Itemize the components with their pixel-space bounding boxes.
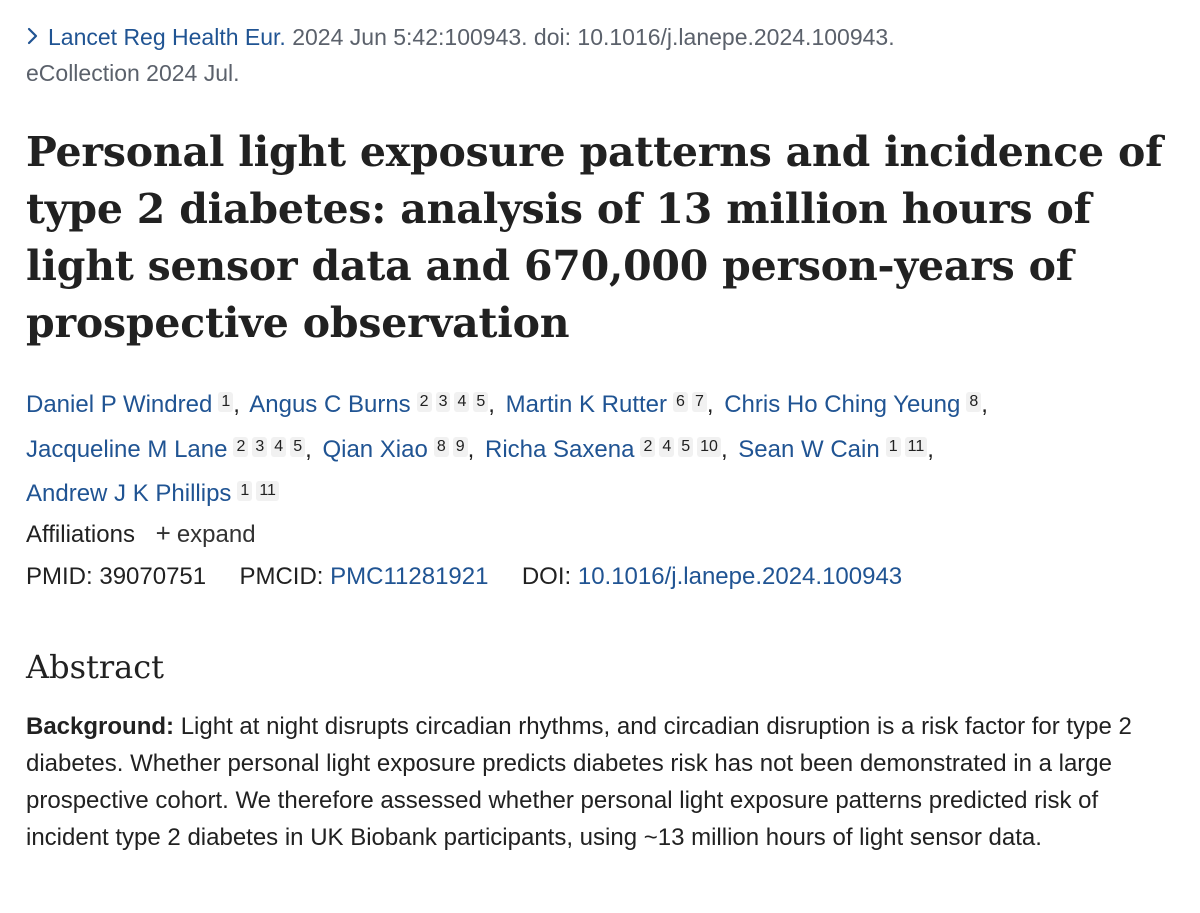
author-name-link[interactable]: Chris Ho Ching Yeung xyxy=(724,391,961,418)
author: Jacqueline M Lane 2 3 4 5, xyxy=(26,436,316,463)
author: Richa Saxena 2 4 5 10, xyxy=(485,436,732,463)
author-affiliations: 2 4 5 10 xyxy=(636,425,721,464)
author-list: Daniel P Windred 1, Angus C Burns 2 3 4 5, Ma… xyxy=(26,380,1176,514)
author-separator: , xyxy=(233,391,240,418)
chevron-right-icon[interactable] xyxy=(26,19,48,55)
citation-collection: eCollection 2024 Jul. xyxy=(26,60,240,86)
pmid-label: PMID: xyxy=(26,563,93,590)
author-affiliations: 1 11 xyxy=(233,469,279,508)
author-affiliations: 8 xyxy=(962,380,982,419)
doi-link[interactable]: 10.1016/j.lanepe.2024.100943 xyxy=(577,563,903,590)
author-affiliations: 1 11 xyxy=(882,425,928,464)
author-separator: , xyxy=(488,391,495,418)
author-name-link[interactable]: Daniel P Windred xyxy=(26,391,213,418)
affiliation-number-link[interactable]: 4 xyxy=(454,392,470,412)
affiliation-number-link[interactable]: 11 xyxy=(256,481,279,501)
affiliation-number-link[interactable]: 9 xyxy=(452,436,468,457)
author-separator: , xyxy=(981,391,988,418)
journal-link[interactable]: Lancet Reg Health Eur. xyxy=(48,24,286,50)
affiliation-number-link[interactable]: 2 xyxy=(416,392,432,412)
affiliation-number-link[interactable]: 4 xyxy=(271,436,287,457)
author-separator: , xyxy=(706,391,714,418)
pmcid-label: PMCID: xyxy=(239,563,324,590)
abstract-background: Background: Light at night disrupts circ… xyxy=(26,708,1176,856)
affiliation-number-link[interactable]: 5 xyxy=(473,392,489,412)
affiliations-label: Affiliations xyxy=(26,521,135,548)
author: Chris Ho Ching Yeung 8, xyxy=(724,391,992,418)
plus-icon[interactable]: + xyxy=(155,518,171,548)
author-separator: , xyxy=(927,435,934,463)
affiliation-number-link[interactable]: 4 xyxy=(659,436,675,457)
author: Qian Xiao 8 9, xyxy=(322,436,478,463)
affiliation-number-link[interactable]: 2 xyxy=(640,436,656,457)
author-name-link[interactable]: Jacqueline M Lane xyxy=(26,435,228,463)
affiliation-number-link[interactable]: 3 xyxy=(252,436,268,457)
background-label: Background: xyxy=(26,713,175,740)
affiliations-expand-toggle[interactable]: expand xyxy=(176,521,256,548)
affiliation-number-link[interactable]: 1 xyxy=(218,392,234,412)
author-name-link[interactable]: Richa Saxena xyxy=(485,435,635,463)
author-separator: , xyxy=(467,435,475,463)
author: Daniel P Windred 1, xyxy=(26,391,244,418)
affiliation-number-link[interactable]: 11 xyxy=(904,436,928,457)
author-name-link[interactable]: Angus C Burns xyxy=(249,391,411,418)
doi-label: DOI: xyxy=(521,563,572,590)
author: Angus C Burns 2 3 4 5, xyxy=(249,391,499,418)
identifiers-row: PMID: 39070751 PMCID: PMC11281921 DOI: 1… xyxy=(26,559,902,595)
author-name-link[interactable]: Sean W Cain xyxy=(738,435,880,463)
affiliations-row: Affiliations + expand xyxy=(26,515,256,553)
author: Martin K Rutter 6 7, xyxy=(506,391,718,418)
affiliation-number-link[interactable]: 3 xyxy=(435,392,451,412)
affiliation-number-link[interactable]: 8 xyxy=(966,392,982,412)
author-name-link[interactable]: Martin K Rutter xyxy=(505,391,668,418)
pmcid-link[interactable]: PMC11281921 xyxy=(330,563,489,590)
author: Andrew J K Phillips 1 11 xyxy=(26,480,279,507)
background-text: Light at night disrupts circadian rhythm… xyxy=(26,713,1132,851)
citation-details: 2024 Jun 5:42:100943. doi: 10.1016/j.lan… xyxy=(292,24,895,50)
author-affiliations: 1 xyxy=(214,380,234,419)
affiliation-number-link[interactable]: 2 xyxy=(233,436,249,457)
author-separator: , xyxy=(305,435,312,463)
affiliation-number-link[interactable]: 7 xyxy=(691,392,707,412)
author: Sean W Cain 1 11, xyxy=(738,436,938,463)
author-name-link[interactable]: Qian Xiao xyxy=(322,435,428,463)
affiliation-number-link[interactable]: 1 xyxy=(237,481,253,501)
affiliation-number-link[interactable]: 8 xyxy=(433,436,449,457)
author-name-link[interactable]: Andrew J K Phillips xyxy=(26,480,232,507)
pmid-value: 39070751 xyxy=(99,563,207,590)
affiliation-number-link[interactable]: 6 xyxy=(673,392,688,412)
affiliation-number-link[interactable]: 10 xyxy=(697,436,721,457)
citation-line: Lancet Reg Health Eur. 2024 Jun 5:42:100… xyxy=(26,19,1176,91)
affiliation-number-link[interactable]: 1 xyxy=(885,436,901,457)
affiliation-number-link[interactable]: 5 xyxy=(678,436,694,457)
affiliation-number-link[interactable]: 5 xyxy=(290,436,306,457)
author-separator: , xyxy=(720,435,728,463)
article-title: Personal light exposure patterns and inc… xyxy=(26,128,1163,347)
abstract-heading: Abstract xyxy=(26,648,165,686)
